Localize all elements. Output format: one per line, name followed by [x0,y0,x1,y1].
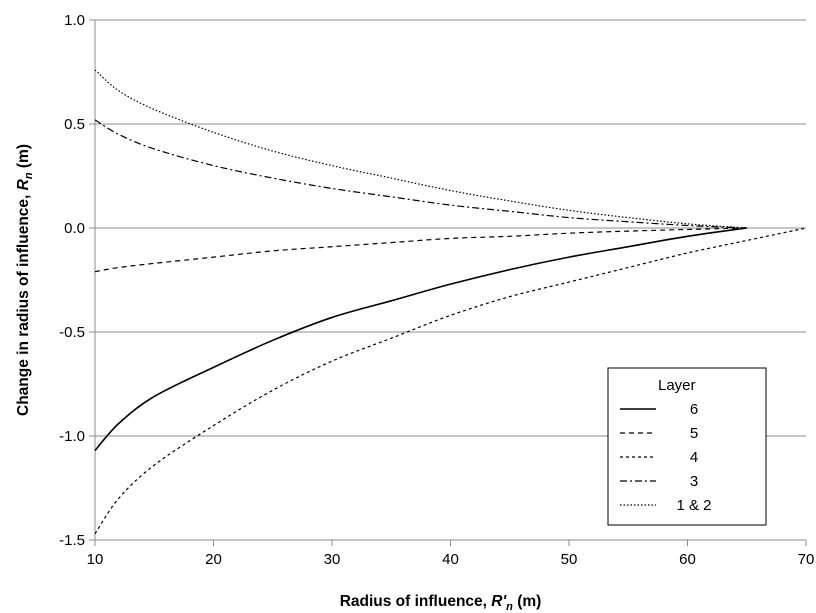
series-line-layer-4 [94,227,807,535]
legend-entry-label: 6 [690,401,698,418]
legend-entry-label: 4 [690,449,698,466]
y-tick-label: -0.5 [59,324,85,341]
legend-title: Layer [658,377,696,394]
series-line-layer-3 [94,119,747,229]
axis-labels: Radius of influence, R'n (m) Change in ra… [15,144,541,613]
y-tick-label: -1.5 [59,532,85,549]
axes: -1.5 -1.0 -0.5 0.0 0.5 1.0 10 20 30 40 50 60 70 [59,12,814,568]
x-tick-label: 30 [324,551,341,568]
x-tick-label: 60 [679,551,696,568]
y-tick-label: -1.0 [59,428,85,445]
series-lines [94,69,807,535]
x-tick-label: 40 [442,551,459,568]
legend-entry-label: 3 [690,473,698,490]
legend-entry-label: 5 [690,425,698,442]
series-line-layer-5 [94,227,747,273]
y-tick-label: 0.5 [64,116,85,133]
y-tick-label: 0.0 [64,220,85,237]
x-tick-label: 20 [205,551,222,568]
series-line-layer-1-2 [94,69,747,229]
legend-entry-label: 1 & 2 [676,497,711,514]
legend-box [607,367,767,526]
y-axis-title: Change in radius of influence, Rn (m) [15,144,35,416]
y-tick-label: 1.0 [64,12,85,29]
x-tick-label: 10 [87,551,104,568]
x-tick-label: 50 [561,551,578,568]
legend: Layer 6 5 4 3 1 & 2 [607,367,767,526]
x-tick-label: 70 [798,551,815,568]
series-line-layer-6 [94,227,747,452]
x-axis-title: Radius of influence, R'n (m) [340,593,542,613]
